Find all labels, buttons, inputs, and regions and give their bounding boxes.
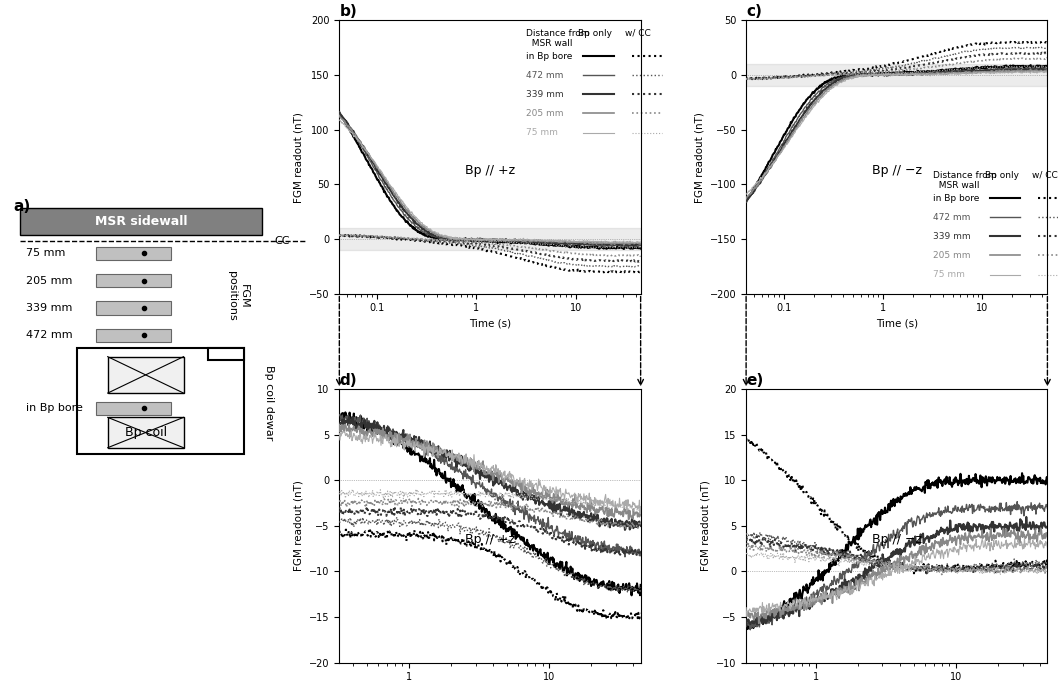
Y-axis label: FGM readout (nT): FGM readout (nT) <box>694 111 705 203</box>
Text: a): a) <box>14 199 31 214</box>
FancyBboxPatch shape <box>95 301 171 315</box>
Text: Bp only: Bp only <box>985 171 1019 180</box>
FancyBboxPatch shape <box>95 274 171 288</box>
Text: CC: CC <box>274 236 290 247</box>
Text: 472 mm: 472 mm <box>933 212 970 222</box>
Bar <box>746 64 1047 86</box>
FancyBboxPatch shape <box>207 348 244 360</box>
Text: Bp // −z: Bp // −z <box>872 164 922 178</box>
Text: Distance from
  MSR wall: Distance from MSR wall <box>933 171 997 190</box>
Text: MSR sidewall: MSR sidewall <box>95 215 187 228</box>
Text: 339 mm: 339 mm <box>526 89 564 99</box>
FancyBboxPatch shape <box>20 208 262 235</box>
Text: 205 mm: 205 mm <box>526 109 564 118</box>
X-axis label: Time (s): Time (s) <box>469 319 511 329</box>
FancyBboxPatch shape <box>95 329 171 342</box>
FancyBboxPatch shape <box>95 247 171 260</box>
FancyBboxPatch shape <box>95 402 171 415</box>
X-axis label: Time (s): Time (s) <box>876 319 918 329</box>
FancyBboxPatch shape <box>108 357 183 393</box>
Text: in Bp bore: in Bp bore <box>526 51 572 61</box>
Text: 339 mm: 339 mm <box>933 232 970 241</box>
Text: FGM
positions: FGM positions <box>227 271 249 321</box>
Text: 75 mm: 75 mm <box>933 270 965 279</box>
Y-axis label: FGM readout (nT): FGM readout (nT) <box>700 480 711 572</box>
Text: 205 mm: 205 mm <box>25 276 72 285</box>
Text: Bp coil: Bp coil <box>125 426 167 439</box>
Text: b): b) <box>340 4 358 19</box>
Text: Bp only: Bp only <box>579 29 613 38</box>
Text: e): e) <box>746 373 764 388</box>
Text: in Bp bore: in Bp bore <box>25 403 83 413</box>
Text: c): c) <box>746 4 762 19</box>
Text: in Bp bore: in Bp bore <box>933 193 980 203</box>
Y-axis label: FGM readout (nT): FGM readout (nT) <box>293 111 304 203</box>
Text: Bp coil dewar: Bp coil dewar <box>263 365 274 440</box>
Text: 472 mm: 472 mm <box>526 70 564 80</box>
Text: w/ CC: w/ CC <box>625 29 651 38</box>
Bar <box>340 228 641 250</box>
FancyBboxPatch shape <box>108 417 183 448</box>
Text: Bp // +z: Bp // +z <box>464 164 515 178</box>
Text: 75 mm: 75 mm <box>526 128 558 137</box>
FancyBboxPatch shape <box>77 348 244 454</box>
Text: 339 mm: 339 mm <box>25 303 72 313</box>
Text: d): d) <box>340 373 357 388</box>
Text: w/ CC: w/ CC <box>1032 171 1057 180</box>
Text: 472 mm: 472 mm <box>25 331 72 340</box>
Y-axis label: FGM readout (nT): FGM readout (nT) <box>293 480 304 572</box>
Text: 205 mm: 205 mm <box>933 251 970 260</box>
Text: 75 mm: 75 mm <box>25 249 66 258</box>
Text: Distance from
  MSR wall: Distance from MSR wall <box>526 29 589 48</box>
Text: Bp // −z: Bp // −z <box>872 533 922 546</box>
Text: Bp // +z: Bp // +z <box>464 533 515 546</box>
